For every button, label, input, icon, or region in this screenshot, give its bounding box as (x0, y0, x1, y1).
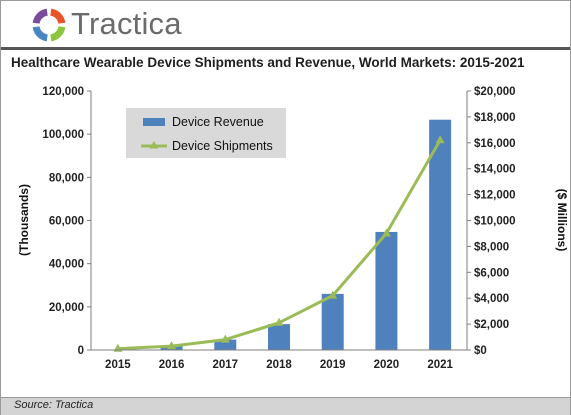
x-tick-label: 2021 (427, 359, 453, 371)
y-right-tick-label: $8,000 (474, 241, 509, 253)
y-right-tick-label: $16,000 (474, 138, 516, 150)
legend: Device Revenue Device Shipments (126, 108, 286, 158)
y-left-tick-label: 100,000 (42, 129, 84, 141)
y-right-tick-label: $20,000 (474, 86, 516, 98)
logo-segment (32, 25, 49, 42)
y-left-tick-label: 60,000 (49, 216, 84, 228)
source-bar: Source: Tractica (1, 397, 570, 415)
shipments-point (328, 290, 338, 299)
y-right-tick-label: $18,000 (474, 112, 516, 124)
tractica-logo-icon (32, 8, 66, 42)
y-right-tick-label: $4,000 (474, 293, 509, 305)
chart-canvas: 020,00040,00060,00080,000100,000120,000 … (17, 86, 569, 371)
legend-revenue-swatch (143, 118, 165, 126)
y-left-tick-label: 80,000 (49, 172, 84, 184)
x-tick-label: 2019 (320, 359, 346, 371)
chart-title: Healthcare Wearable Device Shipments and… (11, 55, 525, 70)
y-right-tick-label: $2,000 (474, 319, 509, 331)
shipments-point (435, 135, 445, 144)
revenue-bar (268, 324, 290, 350)
logo-segment (49, 25, 66, 42)
logo-segment (49, 8, 66, 25)
shipments-point (220, 334, 230, 343)
revenue-bar (429, 119, 452, 350)
x-tick-label: 2020 (374, 359, 400, 371)
y-right-tick-label: $0 (474, 345, 487, 357)
logo-segment (32, 8, 49, 25)
y-right-tick-label: $6,000 (474, 267, 509, 279)
shipments-point (167, 341, 177, 350)
shipments-point (381, 228, 391, 237)
y-right-tick-label: $14,000 (474, 164, 516, 176)
shipments-point (274, 317, 284, 326)
y-left-tick-label: 40,000 (49, 259, 84, 271)
revenue-bar (375, 231, 398, 350)
revenue-bar (214, 339, 237, 350)
x-tick-label: 2017 (212, 359, 238, 371)
legend-revenue-label: Device Revenue (172, 115, 264, 129)
header-divider (1, 47, 570, 50)
legend-shipments-label: Device Shipments (172, 139, 273, 153)
brand-name: Tractica (71, 6, 182, 41)
y-right-tick-label: $10,000 (474, 216, 516, 228)
revenue-bar (321, 293, 344, 350)
y-left-tick-label: 120,000 (42, 86, 84, 98)
y-axis-left-title: (Thousands) (17, 184, 31, 256)
source-note: Source: Tractica (14, 399, 94, 411)
y-left-tick-label: 20,000 (49, 302, 84, 314)
legend-box (126, 108, 286, 158)
x-tick-label: 2016 (159, 359, 185, 371)
x-tick-label: 2015 (105, 359, 131, 371)
y-right-tick-label: $12,000 (474, 190, 516, 202)
y-left-tick-label: 0 (78, 345, 84, 357)
y-axis-right-title: ($ Millions) (555, 189, 569, 252)
x-tick-label: 2018 (266, 359, 292, 371)
legend-shipments-marker (149, 141, 159, 149)
